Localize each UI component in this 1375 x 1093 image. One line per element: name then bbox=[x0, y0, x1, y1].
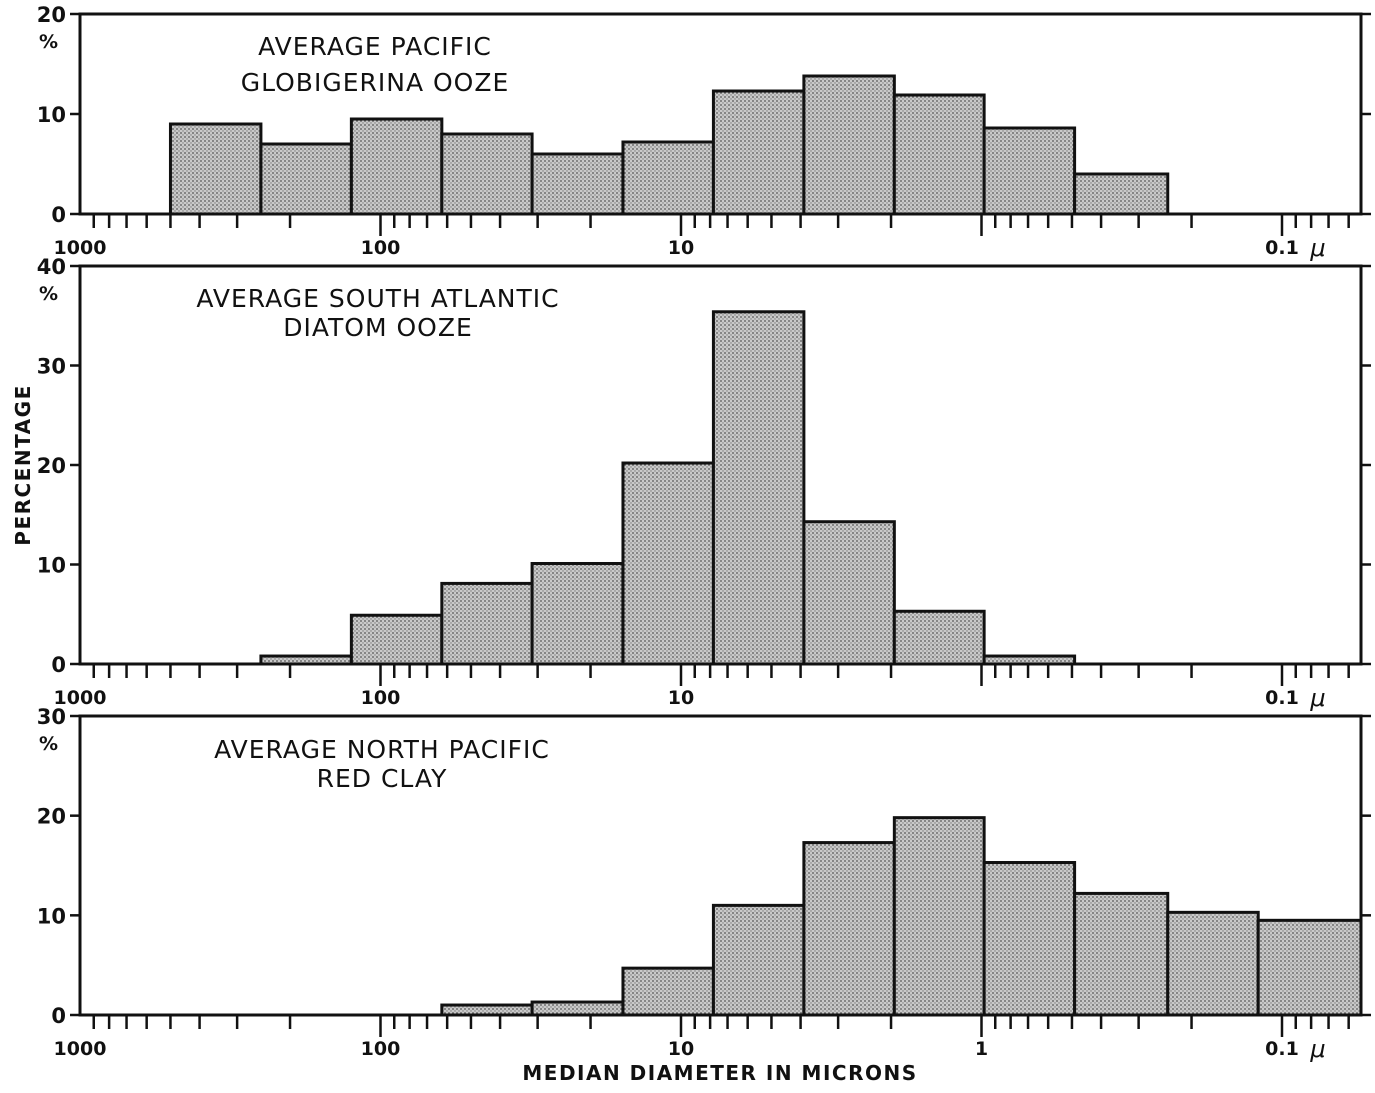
histogram-bar bbox=[530, 1000, 625, 1017]
x-tick-label: 1000 bbox=[54, 687, 107, 709]
x-tick-label: 10 bbox=[668, 1038, 694, 1060]
histogram-bar bbox=[440, 132, 534, 216]
y-tick-label: 0 bbox=[51, 653, 66, 677]
panel-1: 0 10 20% 1000 100 10 0.1 μ AVERAGE PACIFIC GLOBIG… bbox=[37, 3, 1371, 262]
x-tick-label: 0.1 bbox=[1265, 687, 1299, 709]
x-tick-label: 0.1 bbox=[1265, 237, 1299, 259]
histogram-bar bbox=[530, 152, 625, 216]
plot-frame bbox=[78, 714, 1363, 1017]
y-tick-label: 20 bbox=[37, 805, 66, 829]
x-axis-title: MEDIAN DIAMETER IN MICRONS bbox=[522, 1061, 917, 1085]
panel-3: 0 10 20 30% 1000 100 10 1 0.1 μ AVERAGE NORTH PACI… bbox=[37, 705, 1371, 1063]
panel-title: RED CLAY bbox=[317, 764, 448, 793]
histogram-bar bbox=[982, 126, 1077, 216]
histogram-bar bbox=[440, 581, 534, 666]
histogram-bar bbox=[1166, 910, 1260, 1017]
histogram-bar bbox=[711, 903, 806, 1017]
histogram-bar bbox=[982, 861, 1077, 1017]
histogram-bar bbox=[1256, 918, 1363, 1017]
y-tick-label: 0 bbox=[51, 1004, 66, 1028]
y-tick-label: 30 bbox=[37, 705, 66, 729]
y-tick-label: 10 bbox=[37, 103, 66, 127]
histogram-bar bbox=[259, 142, 353, 216]
histogram-bar bbox=[892, 816, 986, 1017]
histogram-bar bbox=[621, 140, 715, 216]
histogram-bar bbox=[892, 93, 986, 216]
histogram-bar bbox=[621, 966, 715, 1017]
x-tick-label: 1000 bbox=[54, 237, 107, 259]
x-tick-label: 100 bbox=[361, 1038, 401, 1060]
histogram-bar bbox=[711, 89, 806, 216]
x-tick-label: 10 bbox=[668, 237, 694, 259]
panel-title: AVERAGE NORTH PACIFIC bbox=[214, 735, 550, 764]
x-tick-label: 100 bbox=[361, 687, 401, 709]
y-tick-label: 30 bbox=[37, 355, 66, 379]
histogram-bar bbox=[621, 461, 715, 666]
y-tick-label: 20 bbox=[37, 3, 66, 27]
histogram-bar bbox=[168, 122, 263, 216]
y-tick-label: 10 bbox=[37, 904, 66, 928]
panel-2: 0 10 20 30 40% 1000 100 10 0.1 μ AVERAGE SOUTH ATL… bbox=[37, 255, 1371, 712]
panel-title: DIATOM OOZE bbox=[283, 313, 473, 342]
percent-sign: % bbox=[39, 31, 58, 53]
histogram-bar bbox=[1073, 172, 1170, 216]
histogram-bar bbox=[530, 562, 625, 666]
histogram-bar bbox=[349, 117, 444, 216]
micron-unit: μ bbox=[1309, 1035, 1325, 1063]
histogram-bar bbox=[802, 74, 896, 216]
panel-title: GLOBIGERINA OOZE bbox=[241, 68, 510, 97]
micron-unit: μ bbox=[1309, 684, 1325, 712]
panel-title: AVERAGE PACIFIC bbox=[258, 32, 492, 61]
histogram-bar bbox=[349, 613, 444, 666]
y-axis-title: PERCENTAGE bbox=[11, 384, 35, 545]
histogram-bar bbox=[802, 520, 896, 666]
panel-title: AVERAGE SOUTH ATLANTIC bbox=[196, 284, 559, 313]
y-tick-label: 20 bbox=[37, 454, 66, 478]
percent-sign: % bbox=[39, 283, 58, 305]
micron-unit: μ bbox=[1309, 234, 1325, 262]
x-tick-label: 1 bbox=[975, 1038, 988, 1060]
y-tick-label: 10 bbox=[37, 554, 66, 578]
x-tick-label: 100 bbox=[361, 237, 401, 259]
histogram-bar bbox=[802, 841, 896, 1017]
percent-sign: % bbox=[39, 733, 58, 755]
histogram-bar bbox=[711, 310, 806, 666]
x-tick-label: 0.1 bbox=[1265, 1038, 1299, 1060]
x-tick-label: 1000 bbox=[54, 1038, 107, 1060]
x-tick-label: 10 bbox=[668, 687, 694, 709]
histogram-bar bbox=[1073, 891, 1170, 1017]
y-tick-label: 0 bbox=[51, 203, 66, 227]
histogram-bar bbox=[892, 609, 986, 666]
y-tick-label: 40 bbox=[37, 255, 66, 279]
